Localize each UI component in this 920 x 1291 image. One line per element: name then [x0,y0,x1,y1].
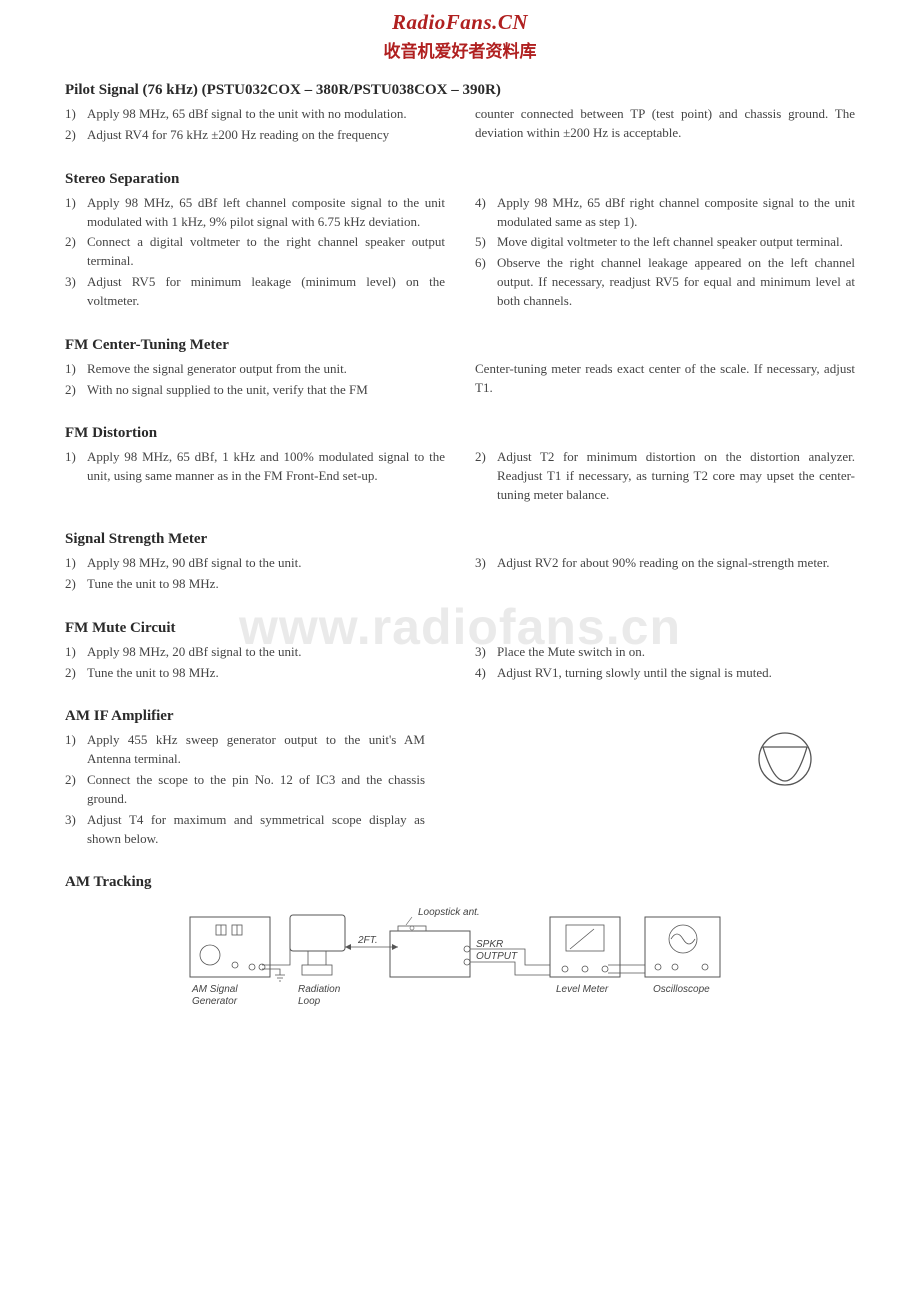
step-number: 1) [65,194,87,232]
step-text: Adjust RV5 for minimum leakage (minimum … [87,273,445,311]
step-number: 2) [65,575,87,594]
step-text: Adjust RV1, turning slowly until the sig… [497,664,855,683]
step-number: 3) [65,811,87,849]
step-number: 1) [65,643,87,662]
section-title: FM Center-Tuning Meter [65,337,855,354]
section-am-tracking: AM Tracking AM Signal Generator [65,874,855,1022]
step-text: Tune the unit to 98 MHz. [87,664,445,683]
diagram-label: OUTPUT [476,951,518,962]
section-signal-strength: Signal Strength Meter 1)Apply 98 MHz, 90… [65,531,855,596]
step-text: Observe the right channel leakage appear… [497,254,855,311]
step-number: 2) [475,448,497,505]
section-title: Pilot Signal (76 kHz) (PSTU032COX – 380R… [65,82,855,99]
diagram-label: SPKR [476,939,503,950]
step-text: Apply 98 MHz, 65 dBf signal to the unit … [87,105,445,124]
step-number: 2) [65,381,87,400]
section-am-if-amplifier: AM IF Amplifier 1)Apply 455 kHz sweep ge… [65,708,855,850]
step-text: Apply 98 MHz, 20 dBf signal to the unit. [87,643,445,662]
step-text: Apply 98 MHz, 65 dBf left channel compos… [87,194,445,232]
step-number: 2) [65,233,87,271]
diagram-label: Radiation [298,984,341,995]
step-number: 3) [475,643,497,662]
step-number: 3) [475,554,497,573]
step-text: Apply 98 MHz, 65 dBf right channel compo… [497,194,855,232]
section-title: Stereo Separation [65,171,855,188]
section-title: AM IF Amplifier [65,708,855,725]
step-text: Connect a digital voltmeter to the right… [87,233,445,271]
step-number: 6) [475,254,497,311]
diagram-label: AM Signal [191,984,238,995]
step-text: Connect the scope to the pin No. 12 of I… [87,771,425,809]
header-subtitle: 收音机爱好者资料库 [65,37,855,62]
diagram-label: Loopstick ant. [418,907,480,918]
step-number: 3) [65,273,87,311]
step-number: 2) [65,664,87,683]
section-title: AM Tracking [65,874,855,891]
section-stereo-separation: Stereo Separation 1)Apply 98 MHz, 65 dBf… [65,171,855,313]
section-pilot-signal: Pilot Signal (76 kHz) (PSTU032COX – 380R… [65,82,855,147]
header-site: RadioFans.CN [65,10,855,35]
step-text: Adjust T2 for minimum distortion on the … [497,448,855,505]
section-fm-distortion: FM Distortion 1)Apply 98 MHz, 65 dBf, 1 … [65,425,855,507]
step-text: Apply 98 MHz, 90 dBf signal to the unit. [87,554,445,573]
section-fm-center-tuning: FM Center-Tuning Meter 1)Remove the sign… [65,337,855,402]
step-text: Apply 455 kHz sweep generator output to … [87,731,425,769]
diagram-label: 2FT. [357,935,378,946]
step-number: 1) [65,554,87,573]
diagram-label: Generator [192,996,238,1007]
step-continuation: Center-tuning meter reads exact center o… [475,360,855,398]
step-number: 2) [65,126,87,145]
section-title: FM Distortion [65,425,855,442]
section-title: Signal Strength Meter [65,531,855,548]
am-tracking-diagram: AM Signal Generator Radiation Loop 2FT. [65,907,855,1022]
step-number: 1) [65,448,87,486]
step-text: Adjust RV4 for 76 kHz ±200 Hz reading on… [87,126,445,145]
section-fm-mute: FM Mute Circuit 1)Apply 98 MHz, 20 dBf s… [65,620,855,685]
step-text: Apply 98 MHz, 65 dBf, 1 kHz and 100% mod… [87,448,445,486]
diagram-label: Level Meter [556,984,609,995]
step-text: Adjust T4 for maximum and symmetrical sc… [87,811,425,849]
section-title: FM Mute Circuit [65,620,855,637]
step-number: 1) [65,105,87,124]
page-header: RadioFans.CN 收音机爱好者资料库 [65,10,855,62]
step-text: With no signal supplied to the unit, ver… [87,381,445,400]
step-text: Adjust RV2 for about 90% reading on the … [497,554,855,573]
step-number: 1) [65,731,87,769]
step-number: 5) [475,233,497,252]
step-number: 4) [475,194,497,232]
step-text: Move digital voltmeter to the left chann… [497,233,855,252]
step-number: 1) [65,360,87,379]
diagram-label: Loop [298,996,321,1007]
diagram-label: Oscilloscope [653,984,710,995]
step-number: 4) [475,664,497,683]
step-continuation: counter connected between TP (test point… [475,105,855,143]
step-text: Remove the signal generator output from … [87,360,445,379]
scope-waveform-icon [755,731,815,787]
step-text: Place the Mute switch in on. [497,643,855,662]
step-text: Tune the unit to 98 MHz. [87,575,445,594]
page: www.radiofans.cn RadioFans.CN 收音机爱好者资料库 … [0,0,920,1086]
step-number: 2) [65,771,87,809]
